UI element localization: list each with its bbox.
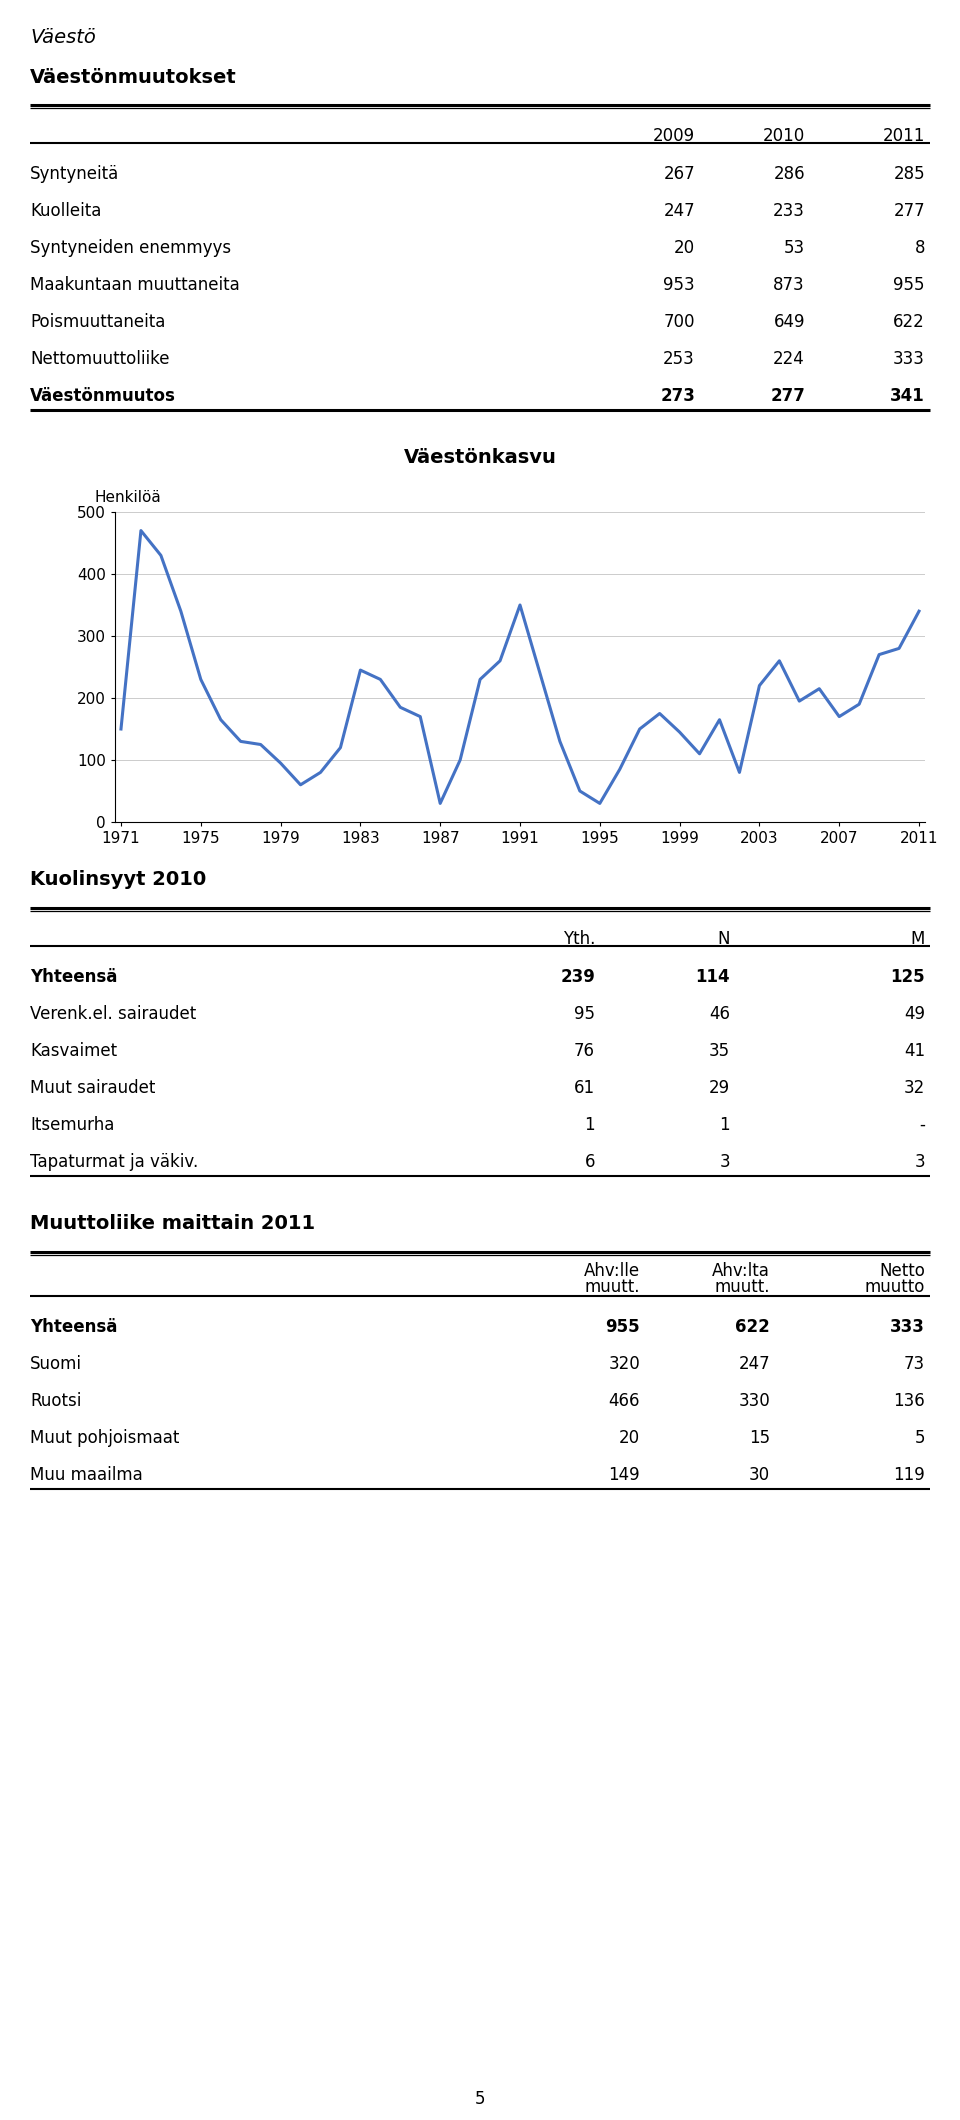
Text: Syntyneitä: Syntyneitä [30,165,119,182]
Text: 285: 285 [894,165,925,182]
Text: Yhteensä: Yhteensä [30,969,117,986]
Text: Väestönkasvu: Väestönkasvu [403,447,557,466]
Text: Yth.: Yth. [563,931,595,948]
Text: Tapaturmat ja väkiv.: Tapaturmat ja väkiv. [30,1153,199,1170]
Text: Ruotsi: Ruotsi [30,1393,82,1410]
Text: 2009: 2009 [653,127,695,144]
Text: 277: 277 [894,201,925,220]
Text: muutto: muutto [865,1278,925,1295]
Text: Maakuntaan muuttaneita: Maakuntaan muuttaneita [30,276,240,295]
Text: 73: 73 [904,1355,925,1374]
Text: 2011: 2011 [882,127,925,144]
Text: 333: 333 [890,1319,925,1336]
Text: Nettomuuttoliike: Nettomuuttoliike [30,350,170,369]
Text: Muut pohjoismaat: Muut pohjoismaat [30,1429,180,1448]
Text: Muu maailma: Muu maailma [30,1467,143,1484]
Text: muutt.: muutt. [714,1278,770,1295]
Text: Väestönmuutos: Väestönmuutos [30,388,176,405]
Text: 15: 15 [749,1429,770,1448]
Text: 49: 49 [904,1005,925,1024]
Text: 239: 239 [560,969,595,986]
Text: Itsemurha: Itsemurha [30,1115,114,1134]
Text: 61: 61 [574,1079,595,1096]
Text: 1: 1 [719,1115,730,1134]
Text: Ahv:lle: Ahv:lle [584,1261,640,1280]
Text: 247: 247 [663,201,695,220]
Text: Syntyneiden enemmyys: Syntyneiden enemmyys [30,240,231,257]
Text: 2010: 2010 [763,127,805,144]
Text: 953: 953 [663,276,695,295]
Text: 119: 119 [893,1467,925,1484]
Text: 46: 46 [709,1005,730,1024]
Text: 8: 8 [915,240,925,257]
Text: Muuttoliike maittain 2011: Muuttoliike maittain 2011 [30,1215,315,1234]
Text: Kuolleita: Kuolleita [30,201,102,220]
Text: 1: 1 [585,1115,595,1134]
Text: 649: 649 [774,314,805,331]
Text: Netto: Netto [879,1261,925,1280]
Text: 125: 125 [890,969,925,986]
Text: 29: 29 [708,1079,730,1096]
Text: 320: 320 [609,1355,640,1374]
Text: 247: 247 [738,1355,770,1374]
Text: 700: 700 [663,314,695,331]
Text: 233: 233 [773,201,805,220]
Text: 30: 30 [749,1467,770,1484]
Text: 330: 330 [738,1393,770,1410]
Text: 3: 3 [719,1153,730,1170]
Text: 333: 333 [893,350,925,369]
Text: muutt.: muutt. [585,1278,640,1295]
Text: 341: 341 [890,388,925,405]
Text: 136: 136 [893,1393,925,1410]
Text: 466: 466 [609,1393,640,1410]
Text: 873: 873 [774,276,805,295]
Text: Väestönmuutokset: Väestönmuutokset [30,68,237,87]
Text: 622: 622 [735,1319,770,1336]
Text: -: - [919,1115,925,1134]
Text: 6: 6 [585,1153,595,1170]
Text: 95: 95 [574,1005,595,1024]
Text: 273: 273 [660,388,695,405]
Text: 149: 149 [609,1467,640,1484]
Text: Väestö: Väestö [30,28,96,47]
Text: 53: 53 [784,240,805,257]
Text: Ahv:lta: Ahv:lta [712,1261,770,1280]
Text: N: N [717,931,730,948]
Text: Henkilöä: Henkilöä [95,490,161,505]
Text: 286: 286 [774,165,805,182]
Text: M: M [911,931,925,948]
Text: 5: 5 [475,2090,485,2107]
Text: 41: 41 [904,1043,925,1060]
Text: 32: 32 [903,1079,925,1096]
Text: 35: 35 [708,1043,730,1060]
Text: Poismuuttaneita: Poismuuttaneita [30,314,165,331]
Text: 3: 3 [914,1153,925,1170]
Text: 114: 114 [695,969,730,986]
Text: Muut sairaudet: Muut sairaudet [30,1079,156,1096]
Text: Kasvaimet: Kasvaimet [30,1043,117,1060]
Text: Kuolinsyyt 2010: Kuolinsyyt 2010 [30,869,206,888]
Text: 267: 267 [663,165,695,182]
Text: 253: 253 [663,350,695,369]
Text: 5: 5 [915,1429,925,1448]
Text: Verenk.el. sairaudet: Verenk.el. sairaudet [30,1005,196,1024]
Text: 20: 20 [619,1429,640,1448]
Text: 76: 76 [574,1043,595,1060]
Text: 955: 955 [894,276,925,295]
Text: 277: 277 [770,388,805,405]
Text: 622: 622 [893,314,925,331]
Text: Yhteensä: Yhteensä [30,1319,117,1336]
Text: 955: 955 [606,1319,640,1336]
Text: Suomi: Suomi [30,1355,82,1374]
Text: 224: 224 [773,350,805,369]
Text: 20: 20 [674,240,695,257]
